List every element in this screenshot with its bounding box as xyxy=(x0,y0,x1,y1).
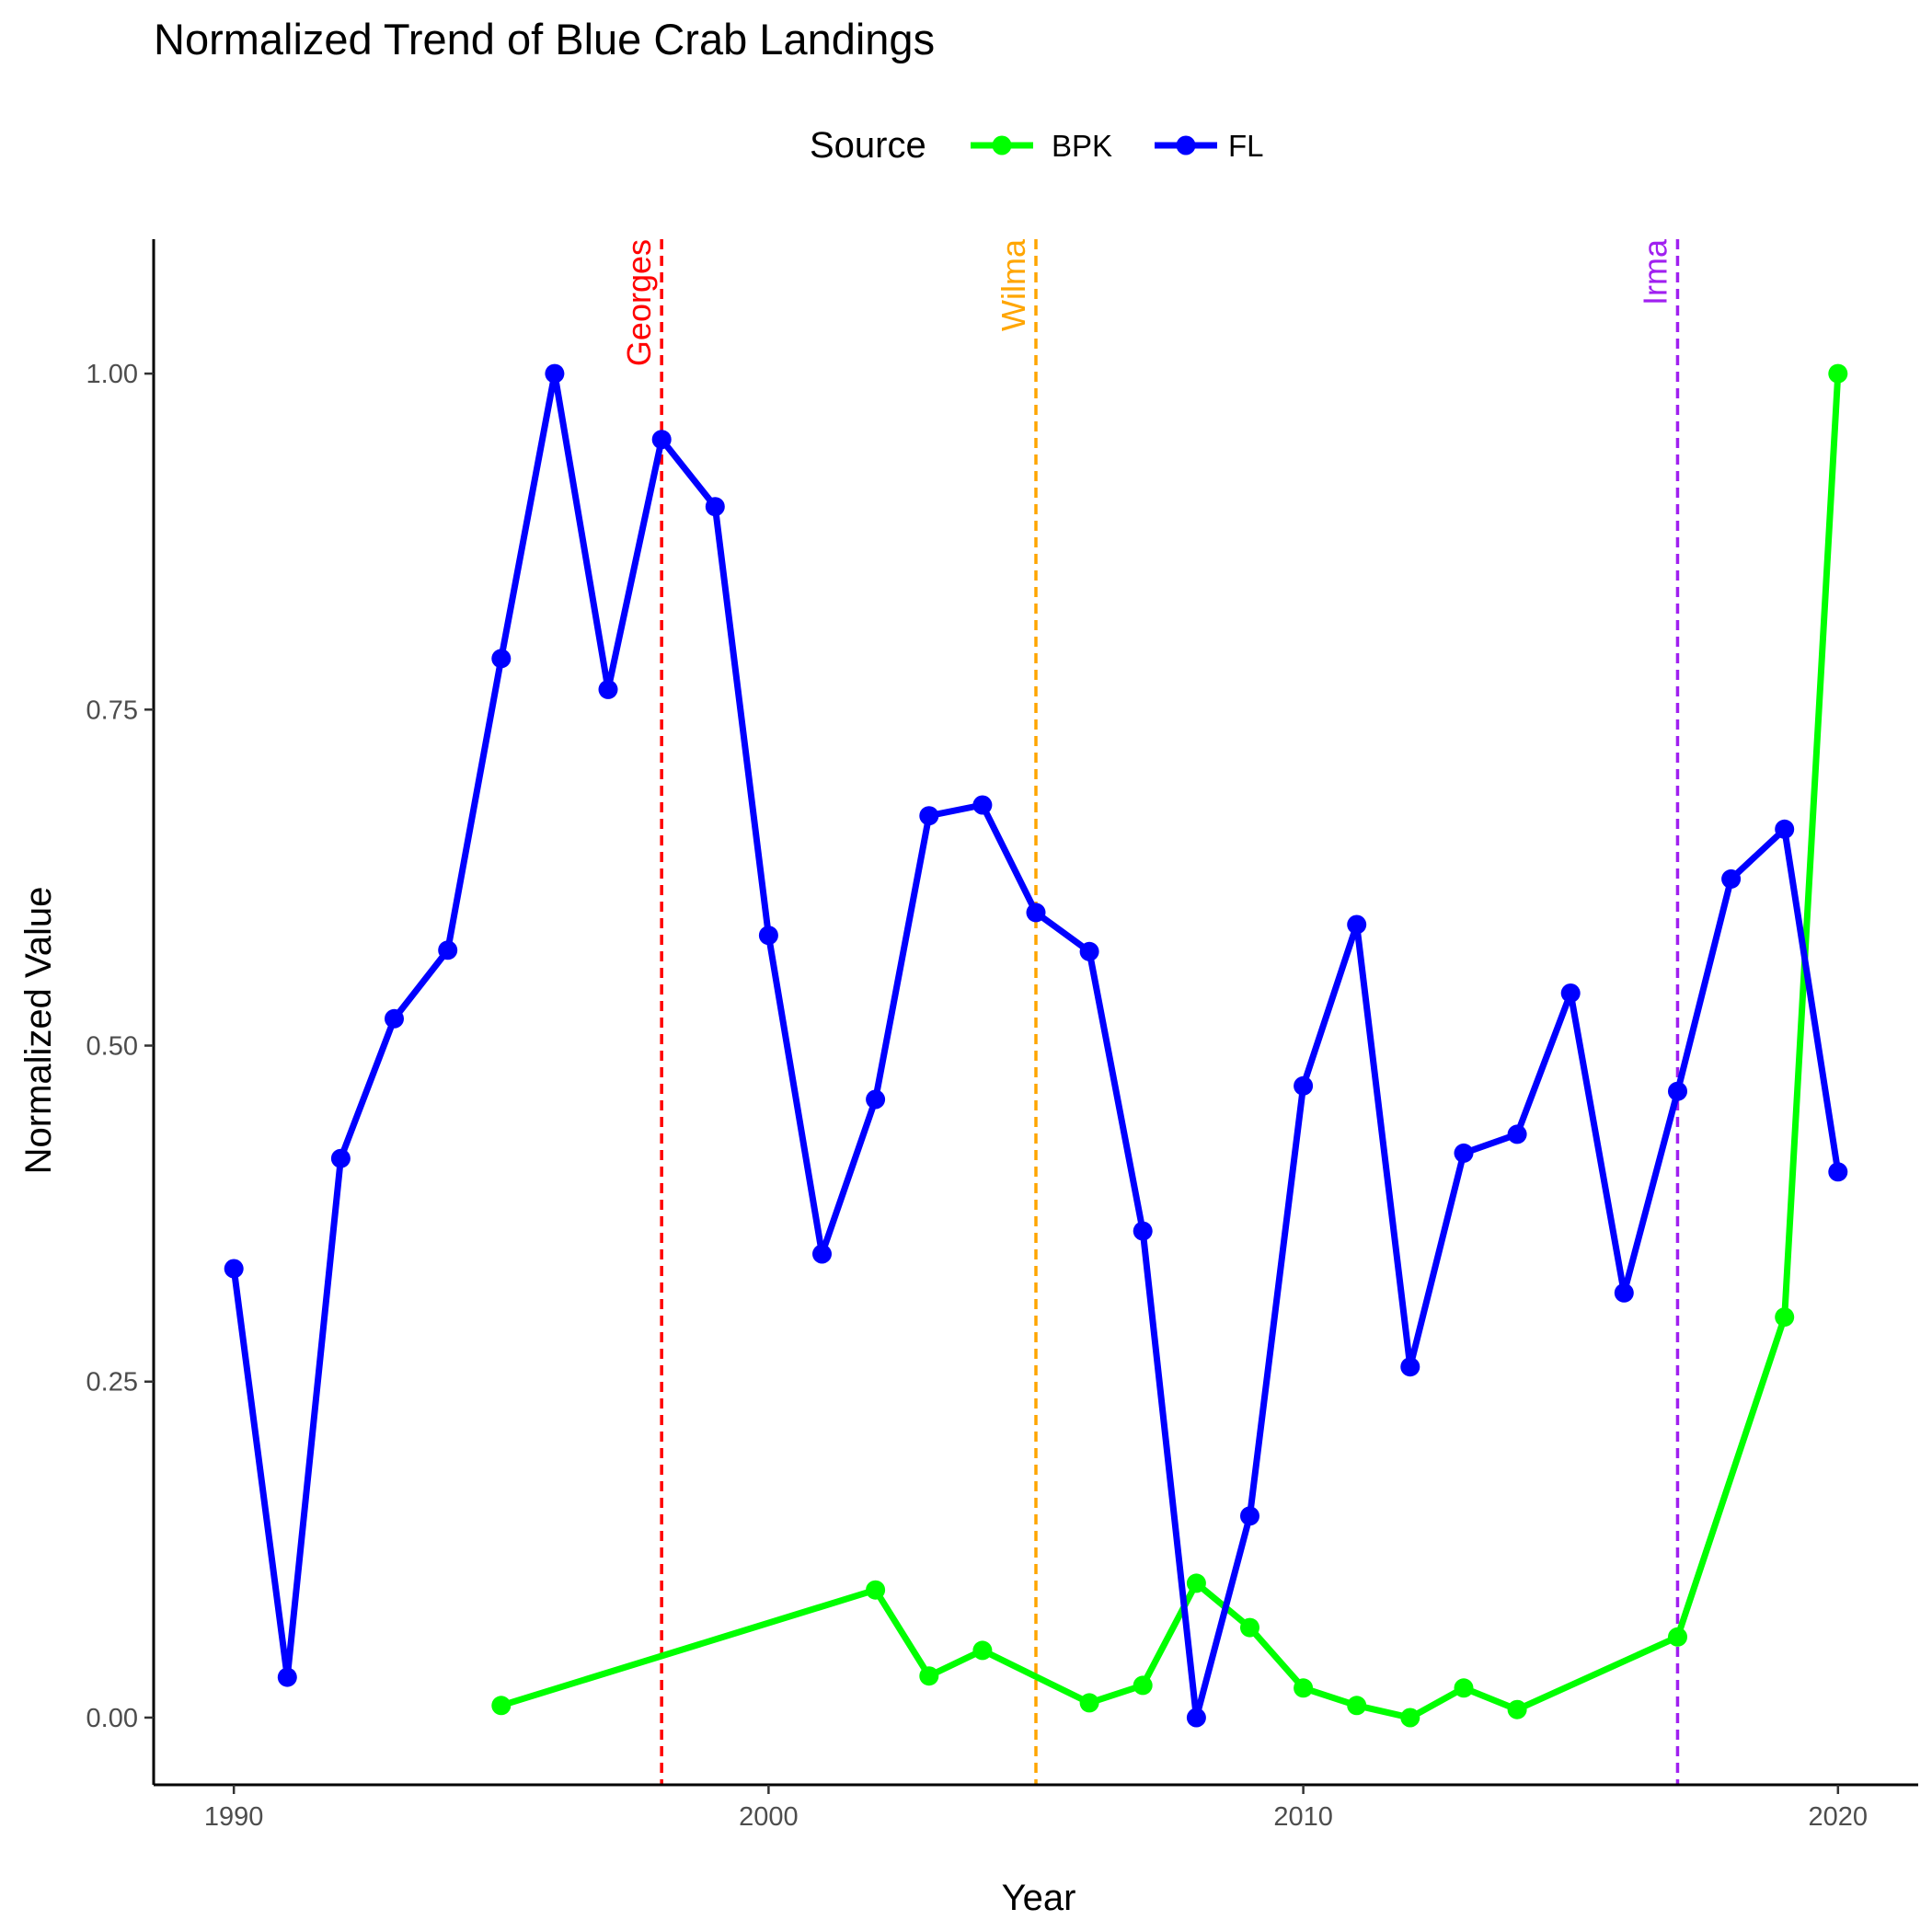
legend-key-point xyxy=(992,135,1012,155)
data-point xyxy=(866,1580,886,1600)
data-point xyxy=(705,497,725,517)
data-point xyxy=(972,795,993,815)
data-point xyxy=(1828,363,1848,384)
data-point xyxy=(1347,914,1367,935)
series-fl xyxy=(224,363,1848,1728)
data-point xyxy=(1614,1282,1634,1303)
data-point xyxy=(972,1640,993,1661)
event-label: Irma xyxy=(1636,238,1673,305)
legend-label: FL xyxy=(1228,129,1264,163)
data-point xyxy=(1294,1075,1314,1096)
event-label: Wilma xyxy=(995,238,1032,331)
data-point xyxy=(1133,1221,1153,1241)
data-point xyxy=(1240,1506,1259,1526)
data-point xyxy=(491,649,512,669)
data-point xyxy=(277,1667,297,1687)
legend: Source BPK FL xyxy=(810,125,1264,166)
data-point xyxy=(438,940,458,960)
y-axis-title: Normalized Value xyxy=(18,887,59,1175)
data-point xyxy=(1668,1081,1687,1101)
data-point xyxy=(1721,868,1742,889)
axes: 1990 2000 2010 2020 0.00 0.25 0.50 0.75 1.00 xyxy=(86,239,1918,1832)
data-point xyxy=(1454,1678,1474,1698)
x-tick-label: 2000 xyxy=(739,1802,799,1832)
legend-label: BPK xyxy=(1052,129,1112,163)
data-point xyxy=(1507,1699,1527,1719)
legend-title: Source xyxy=(810,125,926,166)
data-point xyxy=(919,806,939,826)
data-point xyxy=(1240,1617,1259,1638)
series-layer xyxy=(224,363,1848,1728)
data-point xyxy=(1079,1693,1099,1713)
y-tick-label: 1.00 xyxy=(86,360,138,389)
data-point xyxy=(1133,1675,1153,1696)
y-tick-label: 0.75 xyxy=(86,696,138,725)
data-point xyxy=(812,1244,832,1264)
data-point xyxy=(1026,903,1046,923)
x-tick-label: 1990 xyxy=(204,1802,264,1832)
data-point xyxy=(1828,1162,1848,1182)
data-point xyxy=(1454,1143,1474,1163)
data-point xyxy=(1668,1627,1687,1647)
event-markers: Georges Wilma Irma xyxy=(620,238,1680,1785)
y-tick-label: 0.00 xyxy=(86,1704,138,1733)
event-label: Georges xyxy=(620,239,658,366)
data-point xyxy=(1186,1573,1206,1593)
data-point xyxy=(1400,1708,1420,1728)
data-point xyxy=(1775,819,1795,839)
data-point xyxy=(1347,1696,1367,1716)
data-point xyxy=(1560,983,1581,1003)
y-tick-label: 0.25 xyxy=(86,1368,138,1397)
data-point xyxy=(330,1148,351,1168)
data-point xyxy=(919,1666,939,1686)
data-point xyxy=(758,926,778,946)
data-point xyxy=(491,1696,512,1716)
y-tick-label: 0.50 xyxy=(86,1032,138,1062)
data-point xyxy=(1186,1708,1206,1728)
chart-title: Normalized Trend of Blue Crab Landings xyxy=(154,15,935,63)
data-point xyxy=(866,1089,886,1110)
legend-key-point xyxy=(1176,135,1196,155)
data-point xyxy=(545,363,565,384)
data-point xyxy=(224,1259,244,1279)
data-point xyxy=(1294,1678,1314,1698)
data-point xyxy=(1079,941,1099,961)
data-point xyxy=(385,1008,404,1029)
x-axis-title: Year xyxy=(1002,1878,1076,1918)
data-point xyxy=(1400,1357,1420,1377)
data-point xyxy=(1507,1124,1527,1144)
x-tick-label: 2010 xyxy=(1273,1802,1333,1832)
x-tick-label: 2020 xyxy=(1809,1802,1869,1832)
data-point xyxy=(1775,1307,1795,1328)
series-line xyxy=(498,370,1842,1721)
data-point xyxy=(651,430,672,450)
data-point xyxy=(598,679,618,699)
series-bpk xyxy=(491,363,1848,1728)
